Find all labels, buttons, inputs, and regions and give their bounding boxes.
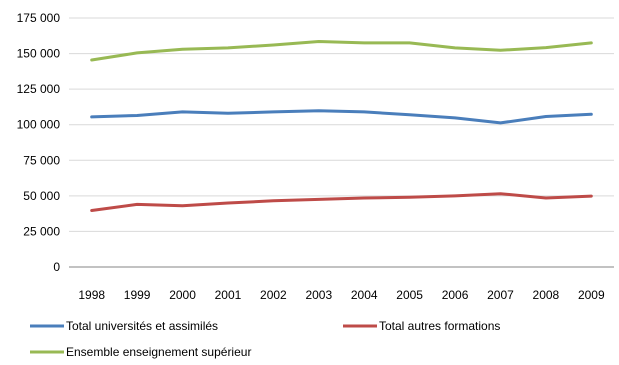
y-tick-label: 125 000 (17, 82, 61, 96)
x-tick-label: 1998 (78, 288, 105, 302)
legend-label: Total autres formations (379, 319, 500, 333)
y-tick-label: 100 000 (17, 118, 61, 132)
x-tick-label: 2008 (533, 288, 560, 302)
x-tick-label: 2002 (260, 288, 287, 302)
series-line-1 (90, 109, 593, 125)
x-tick-label: 1999 (124, 288, 151, 302)
x-tick-label: 2005 (396, 288, 423, 302)
y-tick-label: 75 000 (23, 153, 60, 167)
series-line-2 (90, 192, 593, 212)
x-tick-label: 2007 (487, 288, 514, 302)
y-tick-label: 50 000 (23, 189, 60, 203)
y-tick-label: 175 000 (17, 11, 61, 25)
legend-label: Total universités et assimilés (66, 319, 218, 333)
gridlines (69, 17, 614, 268)
x-tick-label: 2003 (305, 288, 332, 302)
legend-label: Ensemble enseignement supérieur (66, 345, 251, 359)
y-axis: 0 25 000 50 000 75 000 100 000 125 000 150 000… (17, 11, 61, 274)
x-axis: 1998 1999 2000 2001 2002 2003 2004 2005 2006 2007… (78, 288, 605, 302)
x-tick-label: 2000 (169, 288, 196, 302)
x-tick-label: 2009 (578, 288, 605, 302)
x-tick-label: 2006 (442, 288, 469, 302)
x-tick-label: 2001 (215, 288, 242, 302)
y-tick-label: 150 000 (17, 47, 61, 61)
series-lines (90, 40, 593, 212)
series-line-3 (90, 40, 593, 62)
legend: Total universités et assimilés Total autr… (30, 319, 500, 359)
y-tick-label: 0 (53, 260, 60, 274)
x-tick-label: 2004 (351, 288, 378, 302)
y-tick-label: 25 000 (23, 224, 60, 238)
